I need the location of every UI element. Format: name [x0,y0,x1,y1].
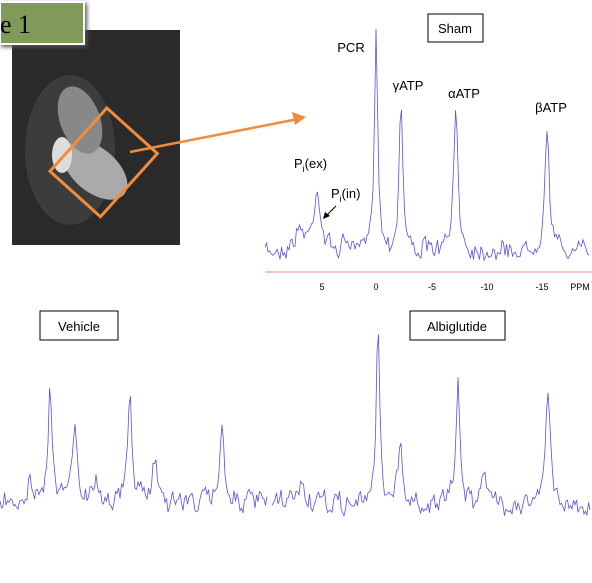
peak-label: γATP [393,78,424,93]
figure-label: e 1 [0,10,31,39]
mri-vessels [57,86,103,154]
label-part: (ex) [305,156,327,171]
figure-label-box [0,1,85,45]
label-part: (in) [342,186,361,201]
albiglutide-box [409,310,506,341]
spectrum [0,388,268,514]
arrow-head [292,112,306,125]
vehicle-label: Vehicle [58,319,100,334]
arrow [129,117,299,154]
peak-label: PCR [337,40,364,55]
axis-tick: -10 [480,282,493,292]
sham-box [427,13,484,43]
axis-unit: PPM [570,282,590,292]
peak-label: Pi(ex) [294,156,327,174]
axis-tick: 5 [319,282,324,292]
spectrum [271,334,591,517]
axis-tick: -15 [535,282,548,292]
axis-tick: 0 [373,282,378,292]
label-part: i [303,164,305,174]
peak-label: βATP [535,100,567,115]
spectrum [264,28,590,262]
sham-label: Sham [438,21,472,36]
label-part: P [331,186,340,201]
axis-tick: -5 [428,282,436,292]
albiglutide-label: Albiglutide [427,319,487,334]
mri-heart [62,140,128,200]
peak-label: αATP [448,86,480,101]
peak-label: Pi(in) [331,186,360,204]
pointer-head [323,212,330,219]
label-part: P [294,156,303,171]
voxel-box [47,105,160,219]
label-part: i [340,194,342,204]
vehicle-box [39,310,119,341]
